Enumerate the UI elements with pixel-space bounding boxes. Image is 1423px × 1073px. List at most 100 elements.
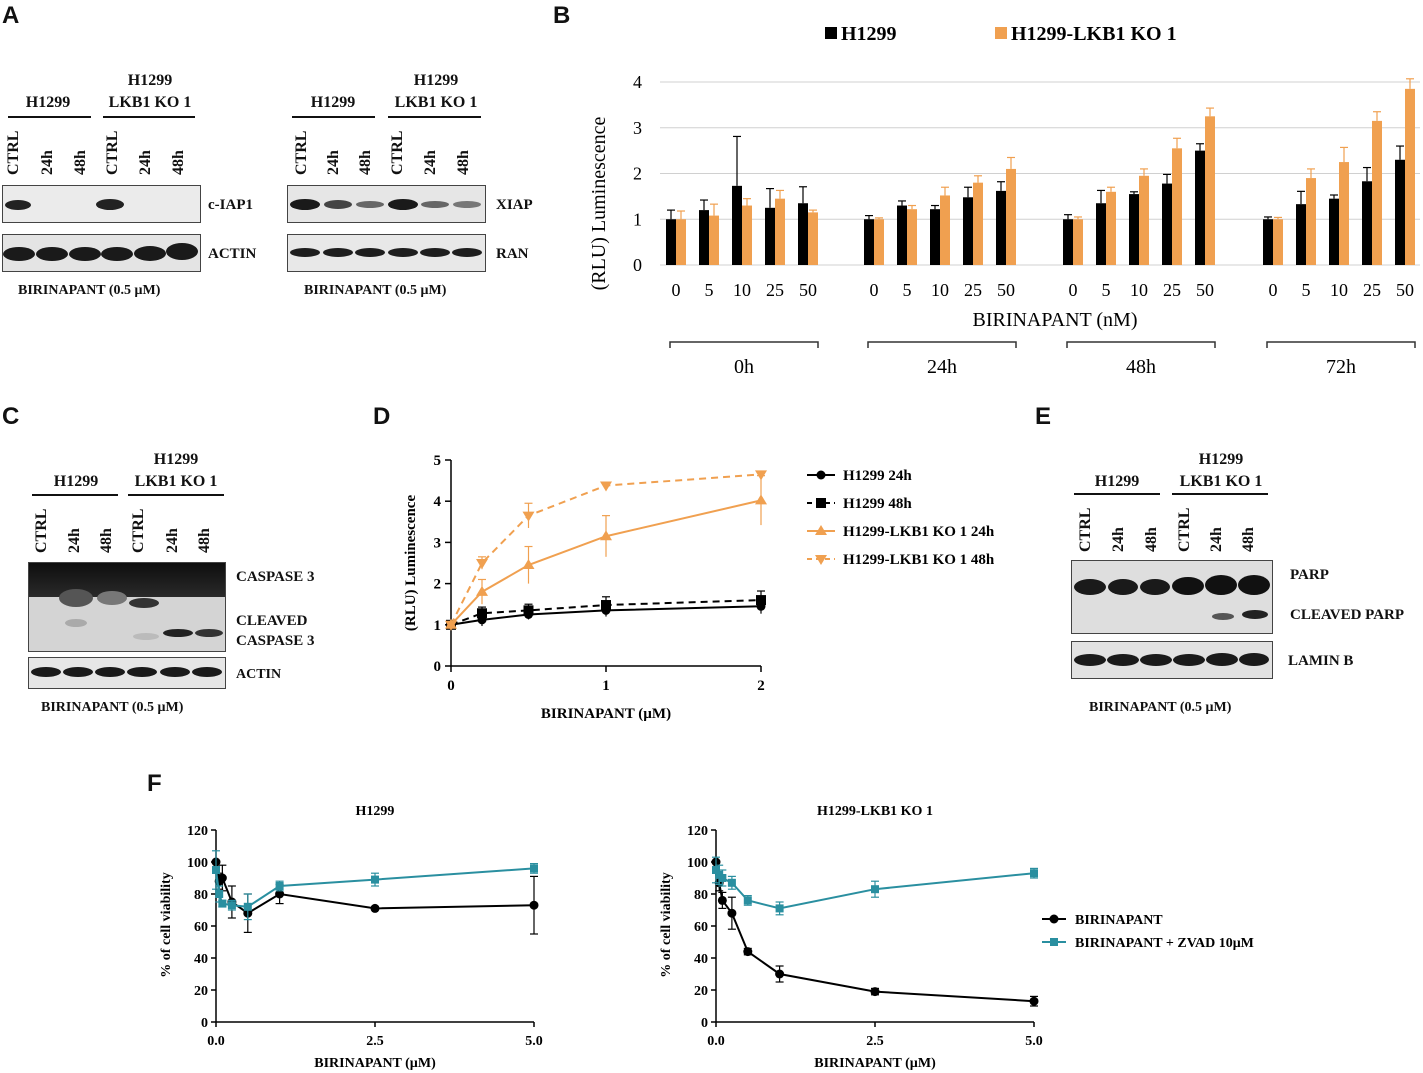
bar	[1129, 194, 1139, 265]
lane-label: 48h	[357, 150, 374, 175]
legend-label: H1299-LKB1 KO 1 48h	[843, 552, 995, 568]
bar	[1306, 178, 1316, 265]
data-point	[370, 903, 380, 913]
blot-label: ACTIN	[208, 246, 257, 262]
bar	[1395, 159, 1405, 265]
y-axis-label: % of cell viability	[659, 872, 674, 977]
group-underline	[8, 116, 91, 118]
y-axis-label: (RLU) Luminescence	[588, 116, 610, 290]
y-tick-label: 120	[187, 824, 208, 839]
data-point	[522, 511, 535, 522]
lane-label: CTRL	[5, 130, 22, 175]
data-point	[755, 494, 767, 505]
x-tick-label: 25	[766, 280, 784, 300]
blot-xiap	[287, 185, 486, 223]
data-point	[476, 559, 488, 569]
legend-label: H1299-LKB1 KO 1	[1011, 23, 1177, 45]
bar	[1106, 191, 1116, 265]
x-tick-label: 0	[1269, 280, 1278, 300]
bar	[1195, 150, 1205, 265]
legend-marker	[815, 525, 827, 535]
panel-label-a: A	[2, 2, 20, 29]
bar	[940, 195, 950, 265]
x-tick-label: 2.5	[366, 1034, 384, 1049]
y-tick-label: 40	[694, 952, 708, 967]
legend-marker	[816, 498, 826, 508]
lane-label: 24h	[1110, 527, 1127, 552]
data-point	[775, 904, 784, 913]
condition-label: BIRINAPANT (0.5 μM)	[304, 283, 447, 298]
panel-label-d: D	[373, 403, 391, 430]
bar	[699, 210, 709, 265]
blot-label: RAN	[496, 246, 529, 262]
data-point	[600, 481, 612, 492]
data-point	[727, 908, 737, 918]
group-bracket	[867, 341, 1017, 348]
x-tick-label: 0	[672, 280, 681, 300]
lane-label: CTRL	[130, 508, 147, 553]
bar	[1362, 181, 1372, 265]
x-tick-label: 5	[705, 280, 714, 300]
group-bracket	[1266, 341, 1416, 348]
bar	[930, 209, 940, 265]
x-axis-label: BIRINAPANT (nM)	[972, 309, 1137, 331]
bar	[1339, 162, 1349, 265]
blot-parp	[1071, 560, 1273, 634]
group-underline	[1172, 493, 1268, 495]
y-tick-label: 2	[434, 577, 442, 593]
data-point	[217, 873, 227, 883]
legend-marker	[1050, 938, 1058, 946]
legend-marker	[815, 555, 827, 565]
legend-marker	[1049, 914, 1059, 924]
data-point	[523, 605, 534, 616]
chart-f-ko: H1299-LKB1 KO 1 0 20 40 60 80 100 120 0.0 2.5 5.0%…	[659, 804, 1254, 1071]
lane-label: 48h	[170, 150, 187, 175]
group-underline	[103, 116, 195, 118]
group-label-h1299: H1299	[310, 94, 356, 111]
data-point	[600, 530, 612, 541]
data-point	[215, 890, 224, 898]
y-tick-label: 0	[201, 1016, 208, 1031]
y-tick-label: 2	[633, 164, 642, 184]
x-tick-label: 5.0	[525, 1034, 543, 1049]
blot-label: PARP	[1290, 567, 1329, 583]
blot-label: CLEAVED	[236, 613, 308, 629]
x-tick-label: 5	[903, 280, 912, 300]
group-bracket	[1066, 341, 1216, 348]
blot-ciap1	[2, 185, 201, 223]
chart-f-h1299: H1299 0 20 40 60 80 100 120 0.0 2.5 5.0 % of cell v…	[159, 804, 543, 1071]
data-point	[743, 896, 752, 905]
data-point	[601, 600, 611, 611]
data-point	[712, 866, 720, 874]
x-tick-label: 0	[870, 280, 879, 300]
x-tick-label: 10	[733, 280, 751, 300]
panel-label-c: C	[2, 403, 20, 430]
y-tick-label: 80	[694, 888, 708, 903]
bar	[709, 215, 719, 265]
lane-label: 24h	[137, 150, 154, 175]
lane-label: CTRL	[33, 508, 50, 553]
lane-label: 24h	[422, 150, 439, 175]
series-line	[450, 599, 762, 626]
x-tick-label: 10	[1130, 280, 1148, 300]
bar	[864, 219, 874, 265]
x-tick-label: 10	[1330, 280, 1348, 300]
legend-label: H1299 24h	[843, 468, 912, 484]
data-point	[755, 470, 767, 481]
lane-label: 48h	[196, 528, 213, 553]
x-tick-label: 25	[1163, 280, 1181, 300]
blot-label: LAMIN B	[1288, 653, 1354, 669]
panel-label-f: F	[147, 770, 162, 797]
bar	[996, 190, 1006, 265]
legend-swatch	[995, 27, 1007, 39]
group-underline	[128, 494, 224, 496]
data-point	[870, 987, 880, 997]
bar	[874, 219, 884, 265]
bar	[765, 207, 775, 265]
group-label-ko: H1299 LKB1 KO 1	[108, 72, 192, 111]
x-axis-label: BIRINAPANT (µM)	[814, 1056, 936, 1071]
group-label: 0h	[734, 356, 754, 378]
bar	[1273, 219, 1283, 265]
legend-label: BIRINAPANT	[1075, 913, 1163, 928]
y-tick-label: 60	[194, 920, 208, 935]
